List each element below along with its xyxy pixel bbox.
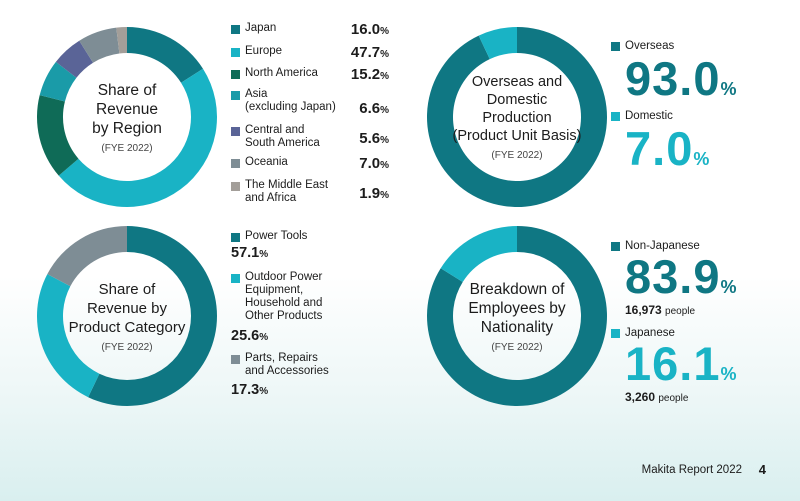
- legend-swatch: [611, 42, 620, 51]
- domestic-block: Domestic 7.0%: [611, 110, 761, 172]
- legend-label: Central and South America: [245, 124, 320, 149]
- legend-item-japan: Japan 16.0%: [231, 21, 389, 38]
- japanese-block: Japanese 16.1% 3,260 people: [611, 327, 761, 407]
- production-donut-chart: Overseas and Domestic Production (Produc…: [427, 27, 607, 207]
- nationality-donut-svg: [427, 226, 607, 406]
- legend-item-outdoor-power-equipment: Outdoor Power Equipment, Household and O…: [231, 271, 411, 347]
- region-slice-5: [79, 27, 120, 63]
- category-center-label: Share of Revenue by Product Category (FY…: [37, 226, 217, 406]
- domestic-label: Domestic: [625, 110, 673, 122]
- legend-swatch: [231, 182, 240, 191]
- legend-swatch: [611, 112, 620, 121]
- legend-swatch: [231, 274, 240, 283]
- report-footer: Makita Report 2022: [641, 464, 742, 476]
- non-japanese-value: 83.9%: [625, 250, 737, 303]
- nationality-fye: (FYE 2022): [491, 341, 543, 353]
- japanese-label: Japanese: [625, 327, 675, 339]
- domestic-value: 7.0%: [625, 122, 710, 175]
- production-chart-title: Overseas and Domestic Production (Produc…: [452, 74, 582, 144]
- legend-item-oceania: Oceania 7.0%: [231, 155, 389, 172]
- legend-swatch: [231, 159, 240, 168]
- legend-label: Parts, Repairs and Accessories: [245, 352, 329, 377]
- legend-swatch: [231, 355, 240, 364]
- legend-label: North America: [245, 67, 318, 79]
- legend-swatch: [231, 91, 240, 100]
- legend-item-europe: Europe 47.7%: [231, 44, 389, 61]
- legend-label: Power Tools: [245, 230, 308, 242]
- region-slice-4: [55, 40, 94, 78]
- legend-label: Japan: [245, 22, 277, 34]
- legend-label: Asia (excluding Japan): [245, 88, 336, 113]
- legend-swatch: [231, 48, 240, 57]
- region-slice-6: [116, 27, 127, 54]
- legend-value: 57.1%: [231, 245, 269, 261]
- region-donut-chart: Share of Revenue by Region (FYE 2022): [37, 27, 217, 207]
- category-legend: Power Tools 57.1% Outdoor Power Equipmen…: [231, 230, 411, 410]
- overseas-block: Overseas 93.0%: [611, 40, 761, 102]
- legend-swatch: [231, 233, 240, 242]
- legend-swatch: [611, 242, 620, 251]
- region-legend: Japan 16.0% Europe 47.7% North America 1…: [231, 21, 391, 212]
- region-slice-2: [37, 95, 79, 176]
- overseas-value: 93.0%: [625, 52, 737, 105]
- production-fye: (FYE 2022): [491, 150, 543, 161]
- category-slice-2: [47, 226, 128, 287]
- category-donut-chart: Share of Revenue by Product Category (FY…: [37, 226, 217, 406]
- overseas-label: Overseas: [625, 40, 675, 52]
- production-center-label: Overseas and Domestic Production (Produc…: [427, 27, 607, 207]
- legend-value: 16.0%: [350, 21, 389, 38]
- legend-value: 1.9%: [359, 185, 389, 202]
- legend-label: Outdoor Power Equipment, Household and O…: [245, 271, 323, 322]
- legend-value: 15.2%: [350, 66, 389, 83]
- category-slice-1: [37, 274, 100, 398]
- legend-item-north-america: North America 15.2%: [231, 66, 389, 83]
- nationality-chart-title: Breakdown of Employees by Nationality: [468, 280, 566, 336]
- page-number: 4: [758, 462, 766, 477]
- category-chart-title: Share of Revenue by Product Category: [68, 280, 186, 336]
- legend-item-parts-repairs: Parts, Repairs and Accessories 17.3%: [231, 352, 411, 400]
- japanese-value: 16.1%: [625, 337, 737, 390]
- region-donut-svg: [37, 27, 217, 207]
- legend-item-middle-east-africa: The Middle East and Africa 1.9%: [231, 179, 389, 207]
- legend-label: Europe: [245, 45, 283, 57]
- legend-value: 25.6%: [231, 328, 269, 344]
- production-slice-1: [478, 27, 517, 60]
- legend-swatch: [611, 329, 620, 338]
- legend-value: 17.3%: [231, 382, 269, 398]
- legend-item-central-south-america: Central and South America 5.6%: [231, 124, 389, 152]
- region-center-label: Share of Revenue by Region (FYE 2022): [37, 27, 217, 207]
- legend-item-power-tools: Power Tools 57.1%: [231, 230, 411, 264]
- region-slice-1: [58, 68, 217, 207]
- category-donut-svg: [37, 226, 217, 406]
- nationality-center-label: Breakdown of Employees by Nationality (F…: [427, 226, 607, 406]
- legend-value: 47.7%: [350, 44, 389, 61]
- production-donut-svg: [427, 27, 607, 207]
- non-japanese-label: Non-Japanese: [625, 240, 700, 252]
- legend-value: 6.6%: [359, 100, 389, 117]
- japanese-people: 3,260 people: [625, 390, 689, 404]
- legend-value: 5.6%: [359, 130, 389, 147]
- legend-swatch: [231, 25, 240, 34]
- region-slice-3: [39, 61, 77, 102]
- non-japanese-people: 16,973 people: [625, 303, 696, 317]
- legend-swatch: [231, 70, 240, 79]
- legend-item-asia: Asia (excluding Japan) 6.6%: [231, 88, 389, 117]
- legend-label: Oceania: [245, 156, 288, 168]
- legend-label: The Middle East and Africa: [245, 179, 329, 204]
- region-slice-0: [127, 27, 203, 83]
- category-slice-0: [88, 226, 217, 406]
- legend-swatch: [231, 127, 240, 136]
- legend-value: 7.0%: [359, 155, 389, 172]
- nationality-donut-chart: Breakdown of Employees by Nationality (F…: [427, 226, 607, 406]
- region-chart-title: Share of Revenue by Region: [92, 81, 162, 137]
- region-fye: (FYE 2022): [101, 142, 153, 154]
- category-fye: (FYE 2022): [101, 341, 153, 353]
- nationality-slice-1: [440, 226, 517, 283]
- non-japanese-block: Non-Japanese 83.9% 16,973 people: [611, 240, 761, 320]
